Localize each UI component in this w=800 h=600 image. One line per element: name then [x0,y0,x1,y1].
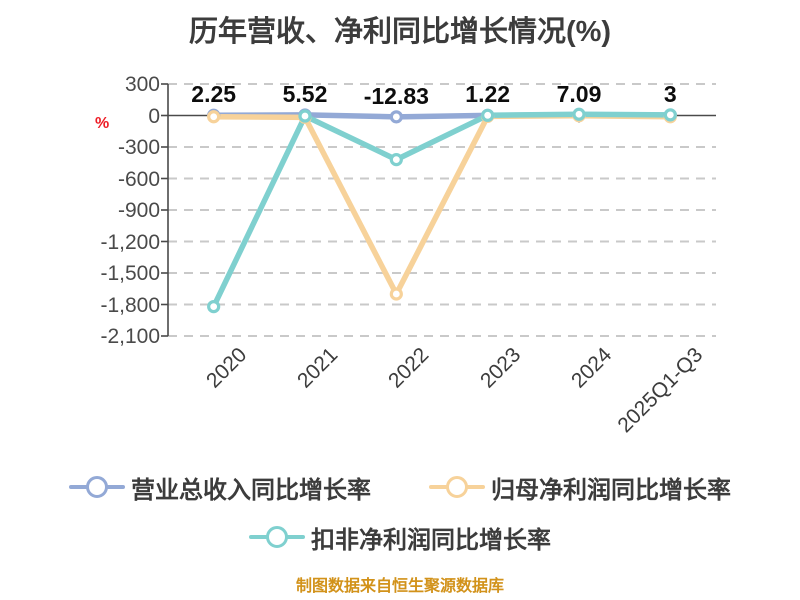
legend-row-2: 扣非净利润同比增长率 [0,512,800,562]
legend-marker-deducted-profit-icon [249,524,305,550]
plot-svg [161,83,716,337]
data-point-marker[interactable] [481,108,495,122]
data-point-label: 2.25 [191,81,237,108]
plot-area: 2.25 5.52 -12.83 1.22 7.09 3 [161,80,716,337]
y-axis-tick-label: -600 [117,167,160,191]
data-point-marker[interactable] [663,108,677,122]
data-point-marker[interactable] [389,287,403,301]
legend-marker-revenue-icon [69,474,125,500]
chart-title: 历年营收、净利同比增长情况(%) [188,16,612,48]
legend-label-net-profit: 归母净利润同比增长率 [491,476,731,504]
data-point-label: 1.22 [465,81,511,108]
legend-label-revenue: 营业总收入同比增长率 [131,476,371,504]
data-point-marker[interactable] [207,110,221,124]
data-point-marker[interactable] [389,152,403,167]
legend-label-deducted-profit: 扣非净利润同比增长率 [311,526,551,554]
y-axis-tick-label: -300 [117,136,160,159]
legend-marker-net-profit-icon [429,474,485,500]
legend-item-deducted-profit[interactable]: 扣非净利润同比增长率 [249,520,551,555]
y-axis-tick-label: -900 [117,199,160,222]
series-line [210,111,674,310]
y-axis-tick-label: -1,200 [100,230,160,254]
y-axis-tick-label: -1,500 [100,262,160,285]
data-point-marker[interactable] [572,107,586,121]
data-point-marker[interactable] [389,110,403,124]
series-line [210,112,674,297]
y-axis-labels: 300 0 -300 -600 -900 -1,200 -1,500 -1,800 -2,100 [0,74,160,347]
legend-item-net-profit[interactable]: 归母净利润同比增长率 [429,470,731,505]
legend-row-1: 营业总收入同比增长率 归母净利润同比增长率 [0,462,800,512]
y-axis-unit-label: % [95,115,110,132]
x-axis-tick-label: 2021 [292,343,343,393]
data-point-label: -12.83 [363,82,429,109]
data-point-label: 7.09 [556,80,602,107]
chart-legend: 营业总收入同比增长率 归母净利润同比增长率 扣非净利润同比增长率 [0,462,800,562]
data-point-label: 3 [663,81,677,108]
x-axis-tick-label: 2022 [384,343,434,393]
footer-source-note: 制图数据来自恒生聚源数据库 [295,578,504,595]
legend-item-revenue[interactable]: 营业总收入同比增长率 [69,470,371,505]
data-point-marker[interactable] [207,300,221,314]
x-axis-tick-label: 2023 [475,343,525,393]
data-point-marker[interactable] [298,109,312,123]
y-axis-tick-label: 0 [148,104,160,128]
y-axis-tick-label: -2,100 [100,325,160,348]
x-axis-tick-label: 2024 [566,343,617,393]
legend-dot-net-profit [446,476,468,498]
x-axis-labels: 2020 2021 2022 2023 2024 2025Q1-Q3 [168,336,728,466]
legend-dot-revenue [86,476,108,498]
y-axis-tick-label: 300 [124,73,160,96]
x-axis-tick-label: 2025Q1-Q3 [613,343,708,438]
legend-dot-deducted-profit [266,526,288,548]
data-point-label: 5.52 [282,80,328,107]
x-axis-tick-label: 2020 [201,343,251,393]
y-axis-tick-label: -1,800 [100,293,160,317]
